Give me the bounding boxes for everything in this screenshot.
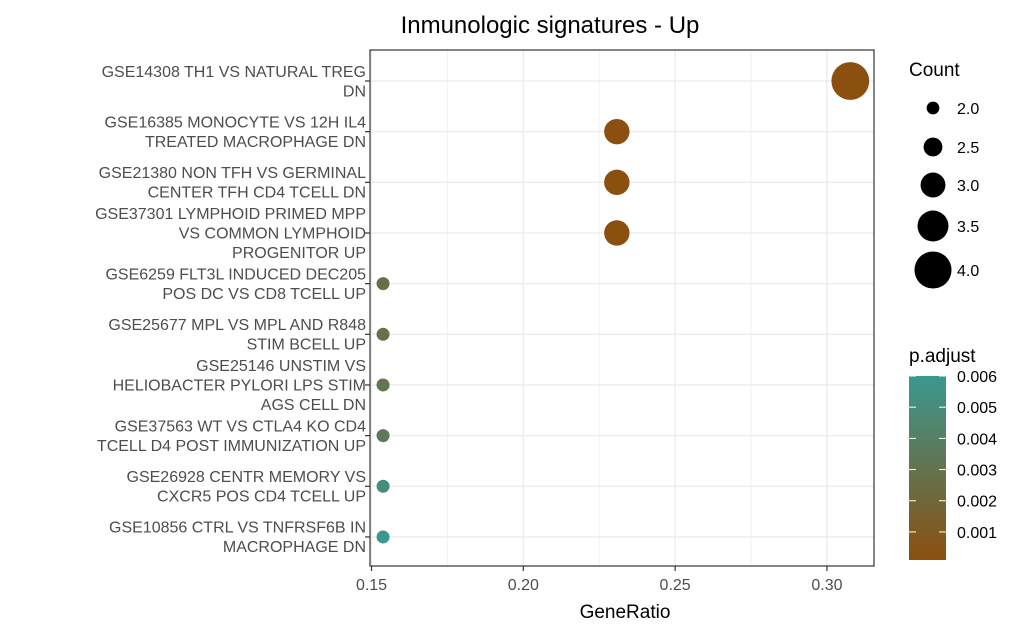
y-tick-label-line: GSE26928 CENTR MEMORY VS	[127, 469, 367, 486]
y-tick-label-line: VS COMMON LYMPHOID	[179, 225, 366, 242]
y-tick-label: GSE25677 MPL VS MPL AND R848 STIM BCELL U…	[108, 317, 366, 354]
color-legend-label: 0.006	[957, 369, 997, 386]
size-legend-key	[914, 251, 952, 289]
size-legend-key	[926, 101, 940, 115]
y-tick-label-line: GSE25146 UNSTIM VS	[196, 358, 366, 375]
size-legend-key	[917, 210, 949, 242]
size-legend-items: 2.0 2.5 3.0 3.5 4.0	[914, 101, 979, 289]
color-legend-label: 0.001	[957, 525, 997, 542]
y-tick-label-line: DN	[343, 83, 366, 100]
color-legend-label: 0.003	[957, 463, 997, 480]
y-tick-label: GSE25146 UNSTIM VS HELIOBACTER PYLORI LPS…	[113, 358, 366, 414]
points-layer	[376, 62, 870, 544]
data-point	[604, 169, 630, 196]
y-tick-label: GSE37301 LYMPHOID PRIMED MPP VS COMMON LY…	[95, 206, 366, 262]
data-point	[376, 479, 390, 493]
y-axis: GSE14308 TH1 VS NATURAL TREG DN GSE16385 M…	[95, 64, 370, 556]
x-tick-label: 0.15	[356, 577, 387, 594]
data-point	[376, 378, 390, 392]
y-tick-label-line: GSE25677 MPL VS MPL AND R848	[108, 317, 366, 334]
color-legend-title: p.adjust	[909, 346, 976, 367]
x-tick-label: 0.25	[660, 577, 691, 594]
x-axis-title: GeneRatio	[580, 602, 671, 623]
size-legend-key	[923, 137, 943, 157]
y-tick-label-line: HELIOBACTER PYLORI LPS STIM	[113, 377, 366, 394]
y-tick-label-line: POS DC VS CD8 TCELL UP	[162, 286, 366, 303]
data-point	[604, 118, 630, 145]
y-tick-label: GSE10856 CTRL VS TNFRSF6B IN MACROPHAGE D…	[109, 520, 366, 557]
y-tick-label-line: GSE37563 WT VS CTLA4 KO CD4	[115, 418, 366, 435]
y-tick-label-line: GSE10856 CTRL VS TNFRSF6B IN	[109, 520, 366, 537]
size-legend-key	[920, 172, 946, 198]
plot-panel	[369, 49, 875, 567]
y-tick-label-line: AGS CELL DN	[261, 397, 366, 414]
color-legend-label: 0.005	[957, 400, 997, 417]
size-legend-label: 2.5	[957, 140, 979, 157]
data-point	[376, 429, 390, 443]
color-bar	[909, 376, 946, 560]
y-tick-label: GSE14308 TH1 VS NATURAL TREG DN	[102, 64, 366, 101]
y-tick-label-line: GSE21380 NON TFH VS GERMINAL	[99, 165, 366, 182]
y-tick-label: GSE26928 CENTR MEMORY VS CXCR5 POS CD4 TC…	[127, 469, 367, 506]
color-legend-label: 0.004	[957, 431, 997, 448]
size-legend-label: 2.0	[957, 101, 979, 118]
y-tick-label-line: GSE14308 TH1 VS NATURAL TREG	[102, 64, 366, 81]
panel-border	[369, 49, 875, 567]
y-tick-label-line: PROGENITOR UP	[232, 245, 366, 262]
data-point	[376, 530, 390, 544]
size-legend-title: Count	[909, 60, 960, 81]
y-tick-label: GSE6259 FLT3L INDUCED DEC205 POS DC VS CD…	[105, 266, 366, 303]
y-tick-label-line: STIM BCELL UP	[247, 337, 366, 354]
size-legend-label: 3.0	[957, 178, 979, 195]
data-point	[376, 327, 390, 341]
y-tick-label-line: GSE6259 FLT3L INDUCED DEC205	[105, 266, 366, 283]
y-tick-label-line: MACROPHAGE DN	[223, 539, 366, 556]
data-point	[604, 220, 630, 246]
color-legend: p.adjust 0.006 0.005 0.004 0.003 0.002 0.001	[909, 346, 997, 560]
y-tick-label: GSE37563 WT VS CTLA4 KO CD4 TCELL D4 POST…	[97, 418, 366, 455]
color-legend-label: 0.002	[957, 494, 997, 511]
size-legend: Count 2.0 2.5 3.0 3.5 4.0	[909, 60, 979, 289]
x-tick-label: 0.30	[811, 577, 842, 594]
y-tick-label-line: TCELL D4 POST IMMUNIZATION UP	[97, 438, 366, 455]
data-point	[831, 62, 870, 100]
x-axis: 0.15 0.20 0.25 0.30	[356, 566, 843, 594]
y-tick-label-line: GSE37301 LYMPHOID PRIMED MPP	[95, 206, 366, 223]
y-tick-label: GSE16385 MONOCYTE VS 12H IL4 TREATED MACR…	[105, 114, 367, 151]
y-tick-label-line: CENTER TFH CD4 TCELL DN	[148, 185, 366, 202]
y-tick-label-line: GSE16385 MONOCYTE VS 12H IL4	[105, 114, 367, 131]
size-legend-label: 3.5	[957, 219, 979, 236]
y-tick-label-line: TREATED MACROPHAGE DN	[145, 134, 366, 151]
y-tick-label: GSE21380 NON TFH VS GERMINAL CENTER TFH C…	[99, 165, 366, 202]
size-legend-label: 4.0	[957, 263, 979, 280]
chart-title: Inmunologic signatures - Up	[401, 12, 700, 39]
data-point	[376, 277, 390, 291]
x-tick-label: 0.20	[508, 577, 539, 594]
color-legend-ticks: 0.006 0.005 0.004 0.003 0.002 0.001	[909, 369, 997, 542]
y-tick-label-line: CXCR5 POS CD4 TCELL UP	[157, 489, 366, 506]
